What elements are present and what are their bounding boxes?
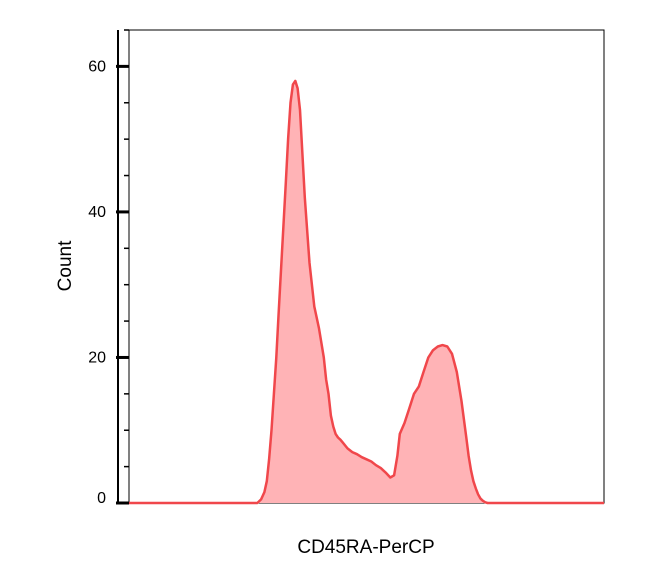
- y-axis-title: Count: [55, 240, 76, 291]
- y-tick-label: 40: [88, 204, 106, 221]
- series-layer: [129, 79, 604, 505]
- y-tick-label: 0: [97, 490, 106, 507]
- y-axis: 0 20 40 60: [88, 29, 129, 507]
- y-tick-label: 60: [88, 58, 106, 75]
- series-area: [129, 80, 604, 504]
- x-axis-title: CD45RA-PerCP: [297, 537, 434, 558]
- plot-frame: [128, 29, 605, 504]
- series-line: [129, 79, 604, 505]
- y-tick-label: 20: [88, 349, 106, 366]
